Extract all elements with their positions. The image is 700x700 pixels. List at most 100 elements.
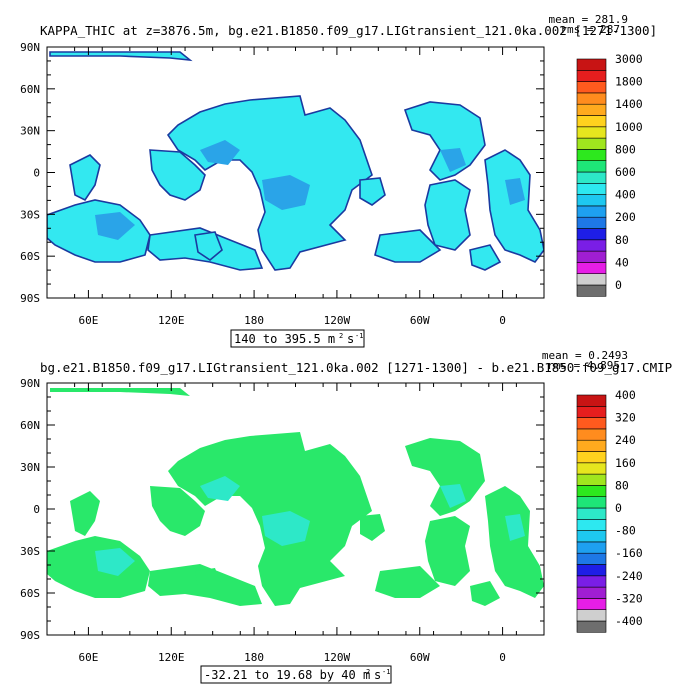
ocean-region — [70, 491, 100, 536]
x-tick-label: 120W — [324, 651, 351, 664]
colorbar-label: 160 — [615, 456, 636, 470]
panel-2-x-axis-labels: 60E 120E 180 120W 60W 0 — [78, 651, 505, 664]
colorbar-swatch — [576, 239, 607, 252]
colorbar-swatch — [576, 137, 607, 150]
colorbar-label: 320 — [615, 411, 636, 425]
y-tick-label: 90S — [20, 292, 40, 305]
colorbar-label: 0 — [615, 278, 622, 292]
colorbar-label: 800 — [615, 142, 636, 156]
panel-2-units-s: s — [374, 668, 381, 682]
colorbar-swatch — [576, 171, 607, 184]
x-tick-label: 0 — [499, 651, 506, 664]
y-tick-label: 90N — [20, 377, 40, 390]
colorbar-swatch — [576, 405, 607, 418]
colorbar-swatch — [576, 160, 607, 173]
ocean-secondary-region — [262, 175, 310, 210]
panel-1-x-axis-labels: 60E 120E 180 120W 60W 0 — [78, 314, 505, 327]
y-tick-label: 60S — [20, 587, 40, 600]
colorbar-label: 80 — [615, 478, 629, 492]
colorbar-label: -240 — [615, 569, 643, 583]
panel-1-range-label: 140 to 395.5 m — [234, 332, 335, 346]
colorbar-swatch — [576, 58, 607, 71]
ocean-secondary-region — [262, 511, 310, 546]
colorbar-swatch — [576, 496, 607, 509]
colorbar-swatch — [576, 103, 607, 116]
colorbar-label: -160 — [615, 546, 643, 560]
ocean-region — [425, 516, 470, 586]
colorbar-swatch — [576, 507, 607, 520]
x-tick-label: 120E — [158, 651, 185, 664]
x-tick-label: 120W — [324, 314, 351, 327]
colorbar-swatch — [576, 394, 607, 407]
ocean-region — [149, 149, 206, 201]
panel-1-rms: rms = 287 — [560, 23, 620, 36]
colorbar-swatch — [576, 439, 607, 452]
ocean-secondary-region — [440, 484, 466, 508]
colorbar-label: 1000 — [615, 120, 643, 134]
colorbar-label: 0 — [615, 501, 622, 515]
panel-2-ocean-field — [47, 388, 544, 606]
y-tick-label: 90N — [20, 41, 40, 54]
ocean-secondary-region — [95, 212, 135, 240]
panel-1-title: KAPPA_THIC at z=3876.5m, bg.e21.B1850.f0… — [40, 23, 657, 38]
colorbar-swatch — [576, 564, 607, 577]
ocean-region — [405, 438, 485, 516]
colorbar-swatch — [576, 262, 607, 274]
ocean-secondary-region — [200, 476, 240, 501]
panel-2-title: bg.e21.B1850.f09_g17.LIGtransient_121.0k… — [40, 360, 672, 375]
colorbar-swatch — [576, 92, 607, 105]
y-tick-label: 30S — [20, 545, 40, 558]
panel-2-map — [47, 383, 544, 635]
colorbar-swatch — [576, 81, 607, 94]
colorbar-swatch — [576, 473, 607, 486]
colorbar-label: 400 — [615, 388, 636, 402]
y-tick-label: 30S — [20, 208, 40, 221]
colorbar-swatch — [576, 428, 607, 441]
x-tick-label: 120E — [158, 314, 185, 327]
panel-1-ocean-field — [47, 51, 544, 271]
colorbar-swatch — [576, 417, 607, 430]
x-tick-label: 60W — [410, 314, 430, 327]
panel-2: bg.e21.B1850.f09_g17.LIGtransient_121.0k… — [20, 349, 672, 684]
y-tick-label: 30N — [20, 461, 40, 474]
panel-1-units-exp2: 2 — [339, 332, 343, 340]
colorbar-label: 1400 — [615, 97, 643, 111]
ocean-secondary-region — [200, 140, 240, 165]
ocean-region — [359, 177, 386, 206]
colorbar-swatch — [576, 485, 607, 497]
x-tick-label: 60E — [78, 314, 98, 327]
colorbar-label: 240 — [615, 433, 636, 447]
ocean-region — [360, 514, 385, 541]
panel-1-map — [47, 47, 544, 298]
colorbar-swatch — [576, 194, 607, 207]
colorbar-label: 400 — [615, 188, 636, 202]
y-tick-label: 30N — [20, 125, 40, 138]
colorbar-swatch — [576, 149, 607, 161]
colorbar-swatch — [576, 598, 607, 611]
colorbar-label: 40 — [615, 255, 629, 269]
panel-2-ticks — [46, 382, 545, 636]
colorbar-swatch — [576, 518, 607, 531]
panel-1-units-exp: -1 — [355, 332, 363, 340]
colorbar-swatch — [576, 620, 607, 633]
ocean-region — [375, 566, 440, 598]
panel-1-units-s: s — [347, 332, 354, 346]
ocean-region — [374, 229, 442, 263]
ocean-secondary-region — [95, 548, 135, 576]
y-tick-label: 0 — [33, 503, 40, 516]
ocean-region — [469, 244, 502, 271]
panel-2-colorbar: 400 320 240 160 80 0 -80 -160 -240 -320 -400 — [576, 388, 643, 633]
colorbar-swatch — [576, 115, 607, 128]
x-tick-label: 60E — [78, 651, 98, 664]
ocean-region — [50, 388, 190, 396]
panel-1-mean: mean = 281.9 — [549, 13, 628, 26]
panel-2-range-box: -32.21 to 19.68 by 40 m 2 s -1 — [200, 665, 392, 684]
colorbar-swatch — [576, 451, 607, 464]
y-tick-label: 60S — [20, 250, 40, 263]
ocean-region — [424, 179, 471, 251]
y-tick-label: 60N — [20, 419, 40, 432]
colorbar-swatch — [576, 609, 607, 622]
panel-2-rms: rms = 4.895 — [547, 359, 620, 372]
ocean-secondary-region — [505, 178, 525, 205]
